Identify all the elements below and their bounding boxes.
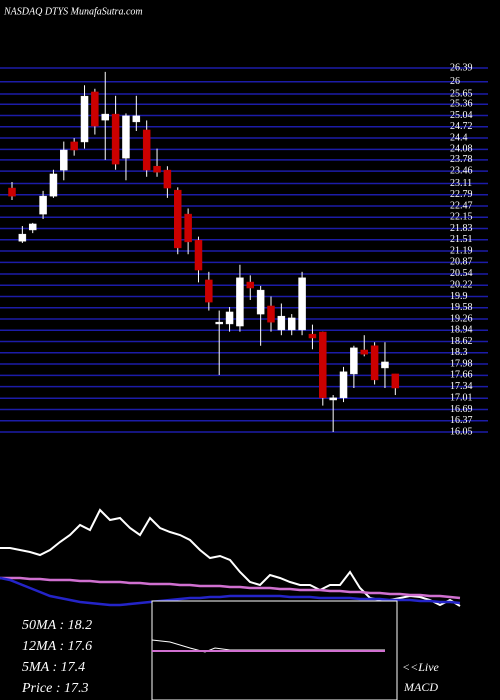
candle-body	[256, 289, 265, 315]
candle-body	[319, 331, 327, 399]
stat: 5MA : 17.4	[22, 660, 85, 675]
y-tick-label: 22.47	[450, 200, 473, 211]
y-tick-label: 20.87	[450, 257, 473, 268]
y-tick-label: 17.01	[450, 393, 473, 404]
y-tick-label: 26	[450, 76, 460, 87]
candle-body	[277, 315, 286, 331]
candle-body	[236, 277, 244, 327]
candle-body	[28, 223, 37, 231]
y-tick-label: 23.11	[450, 178, 472, 189]
stat: Price : 17.3	[21, 681, 88, 696]
candle-body	[246, 281, 255, 289]
candle-body	[308, 333, 317, 339]
indicator-line	[0, 576, 461, 607]
candle-body	[350, 347, 358, 375]
candle-body	[184, 213, 192, 243]
candle-body	[60, 149, 68, 171]
macd-label: MACD	[403, 680, 438, 694]
candle-body	[18, 233, 27, 242]
candle-body	[70, 141, 78, 151]
y-tick-label: 20.54	[450, 268, 473, 279]
y-tick-label: 17.66	[450, 370, 473, 381]
y-tick-label: 24.72	[450, 121, 473, 132]
y-tick-label: 21.83	[450, 223, 473, 234]
y-tick-label: 19.58	[450, 302, 473, 313]
candle-body	[49, 173, 58, 197]
y-tick-label: 21.51	[450, 234, 473, 245]
candle-body	[287, 317, 296, 331]
y-tick-label: 16.69	[450, 404, 473, 415]
y-tick-label: 24.08	[450, 144, 473, 155]
candle-body	[329, 397, 337, 401]
y-tick-label: 23.46	[450, 165, 473, 176]
candle-body	[39, 195, 47, 215]
live-link[interactable]: <<Live	[402, 660, 440, 674]
candle-body	[339, 371, 348, 399]
y-tick-label: 22.15	[450, 212, 473, 223]
candle-body	[8, 187, 16, 197]
candle-body	[194, 239, 203, 271]
candle-body	[122, 115, 130, 159]
y-tick-label: 26.39	[450, 62, 473, 73]
y-tick-label: 22.79	[450, 189, 473, 200]
candle-body	[381, 361, 389, 369]
stat: 12MA : 17.6	[22, 639, 92, 654]
candle-body	[101, 113, 109, 121]
candle-body	[111, 113, 120, 165]
stat: 50MA : 18.2	[22, 618, 92, 633]
candle-body	[163, 169, 172, 189]
candle-body	[215, 321, 223, 325]
y-tick-label: 17.98	[450, 358, 473, 369]
candle-body	[142, 129, 151, 171]
indicator-panel	[0, 508, 461, 607]
candle-body	[360, 349, 368, 355]
y-tick-label: 25.36	[450, 99, 473, 110]
candle-body	[205, 279, 213, 303]
y-tick-label: 16.37	[450, 415, 473, 426]
candle-body	[298, 277, 306, 331]
candle-body	[225, 311, 234, 325]
candle-body	[370, 345, 379, 381]
y-tick-label: 25.65	[450, 88, 473, 99]
y-tick-label: 19.26	[450, 313, 473, 324]
y-tick-label: 16.05	[450, 426, 473, 437]
y-tick-label: 18.94	[450, 325, 473, 336]
y-tick-label: 19.9	[450, 291, 468, 302]
candles	[8, 71, 400, 432]
y-tick-label: 25.04	[450, 110, 473, 121]
y-tick-label: 24.4	[450, 132, 468, 143]
indicator-line	[0, 576, 461, 600]
y-tick-label: 23.78	[450, 154, 473, 165]
title: NASDAQ DTYS MunafaSutra.com	[3, 6, 143, 17]
candle-body	[80, 95, 89, 143]
y-tick-label: 20.22	[450, 279, 473, 290]
y-tick-label: 18.3	[450, 347, 468, 358]
y-tick-label: 17.34	[450, 381, 473, 392]
candle-body	[153, 165, 161, 173]
candle-body	[132, 115, 141, 123]
y-tick-label: 21.19	[450, 245, 473, 256]
candle-body	[174, 189, 182, 249]
candle-body	[391, 373, 400, 389]
y-tick-label: 18.62	[450, 336, 473, 347]
candle-body	[91, 91, 99, 127]
candle-body	[267, 305, 275, 323]
macd-box	[151, 600, 398, 700]
